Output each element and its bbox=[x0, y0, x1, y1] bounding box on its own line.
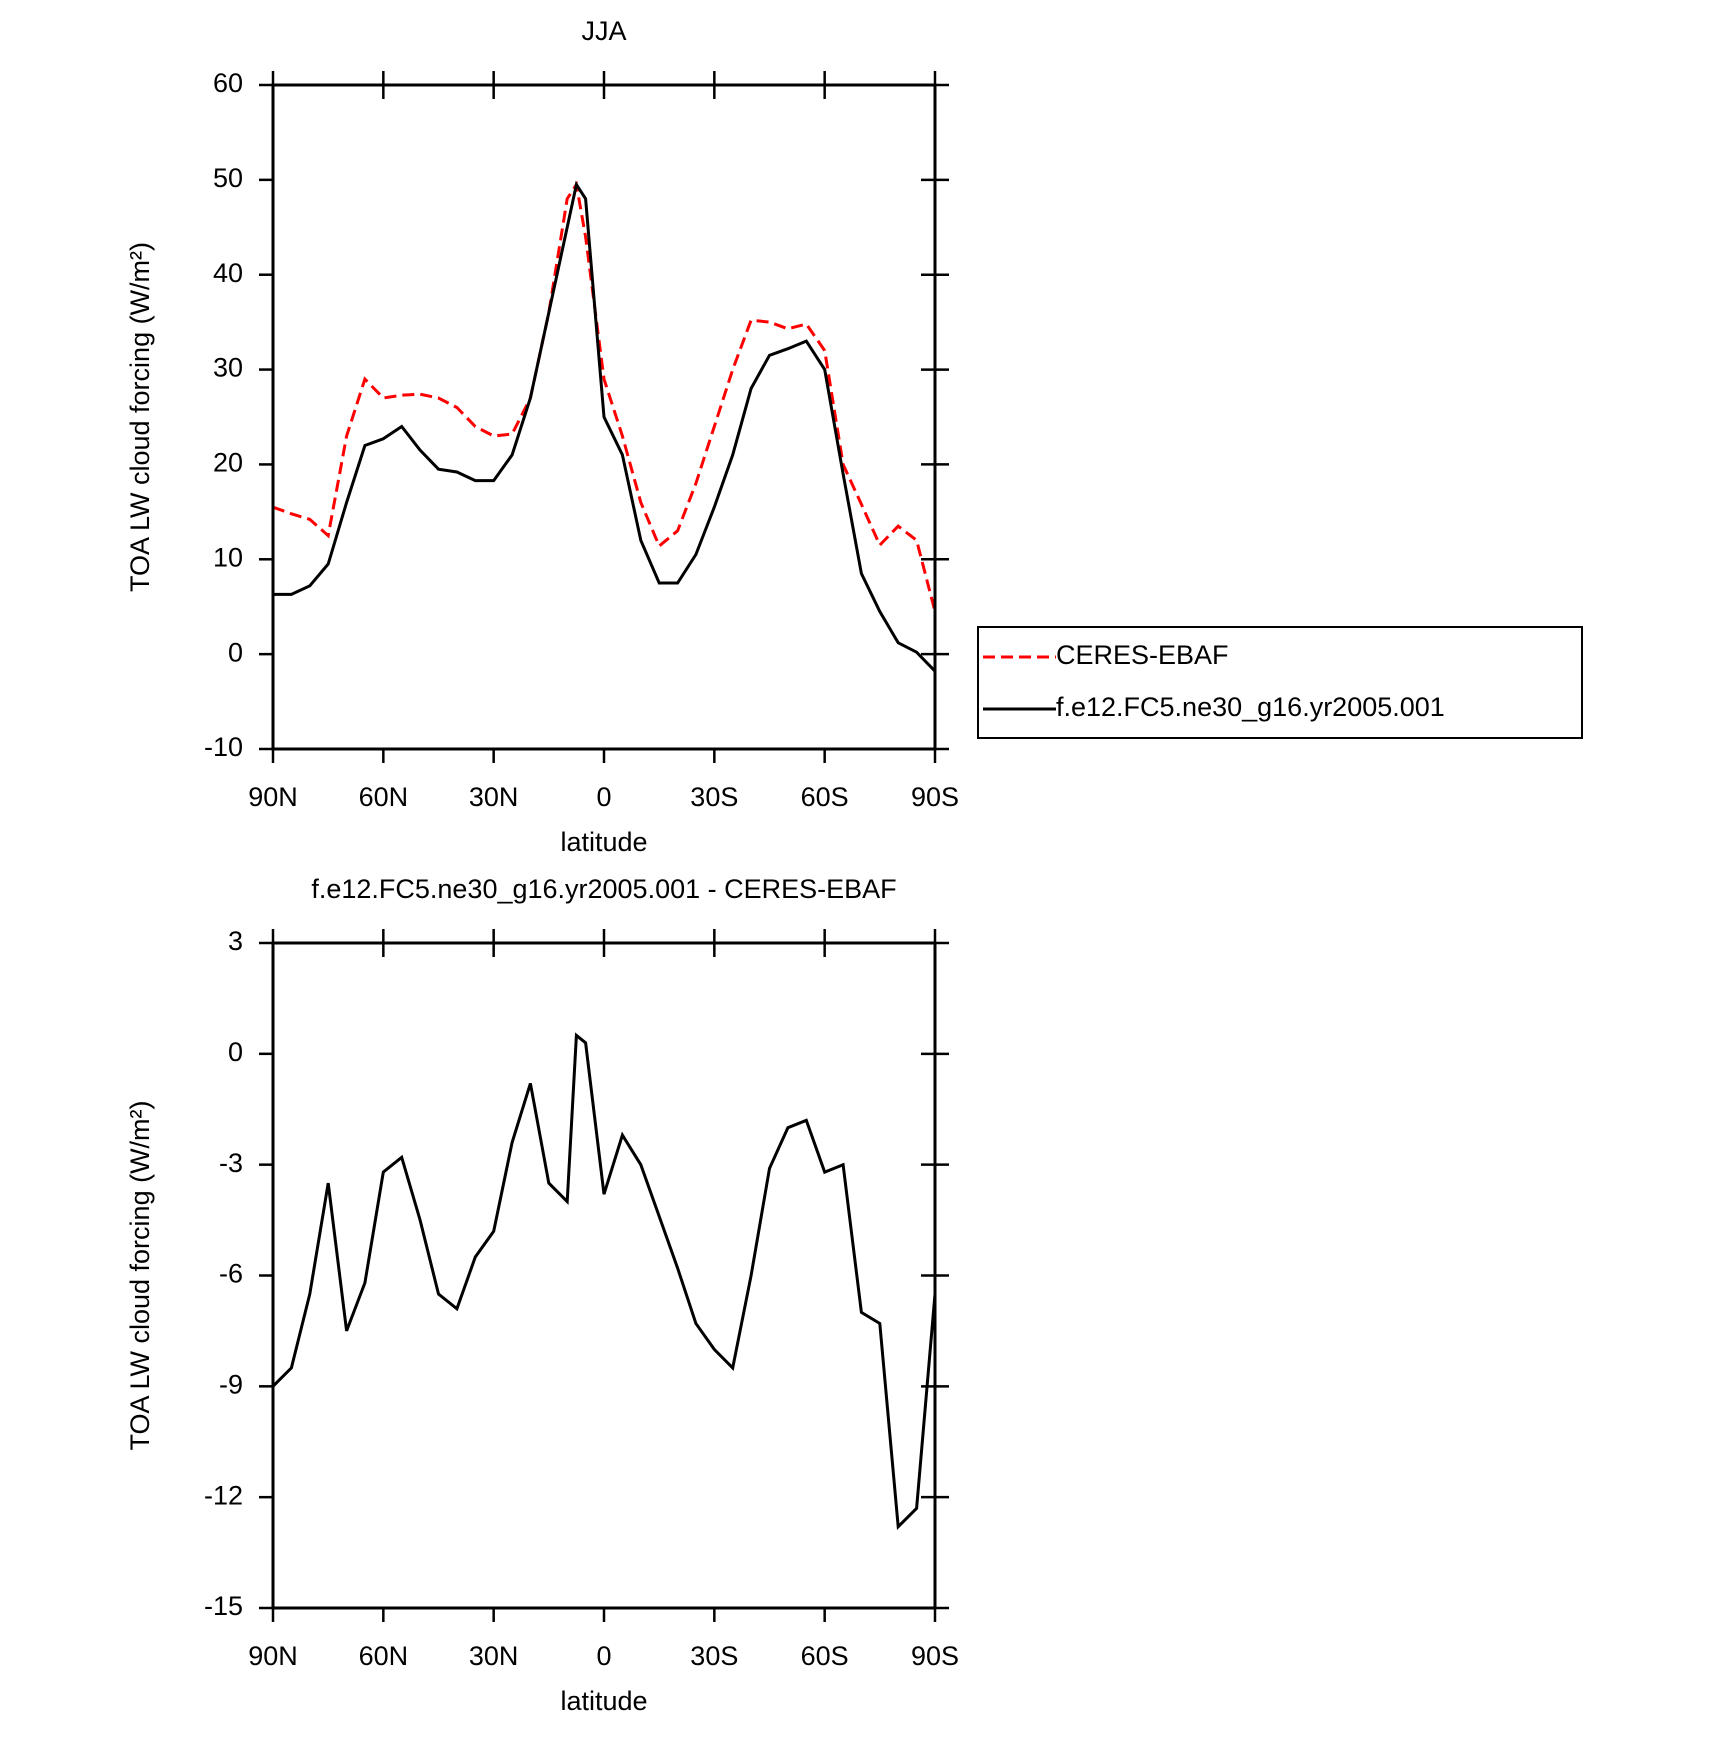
data-line bbox=[273, 180, 935, 673]
chart-title: JJA bbox=[581, 16, 626, 46]
y-axis-label: TOA LW cloud forcing (W/m²) bbox=[125, 242, 155, 592]
x-tick-label: 90S bbox=[911, 782, 959, 812]
data-line bbox=[273, 1032, 935, 1531]
x-axis-label: latitude bbox=[560, 1686, 647, 1716]
y-tick-label: -6 bbox=[219, 1259, 243, 1289]
x-tick-label: 60S bbox=[801, 1641, 849, 1671]
x-tick-label: 30N bbox=[469, 1641, 519, 1671]
x-tick-label: 30N bbox=[469, 782, 519, 812]
y-tick-label: -12 bbox=[204, 1480, 243, 1510]
x-tick-label: 30S bbox=[690, 1641, 738, 1671]
plot-frame bbox=[271, 83, 937, 751]
y-tick-label: -3 bbox=[219, 1148, 243, 1178]
x-tick-label: 90N bbox=[248, 1641, 298, 1671]
y-tick-label: -9 bbox=[219, 1369, 243, 1399]
y-tick-label: 3 bbox=[228, 926, 243, 956]
y-tick-label: 40 bbox=[213, 258, 243, 288]
y-tick-label: 0 bbox=[228, 637, 243, 667]
plot-frame bbox=[271, 941, 937, 1610]
x-axis-label: latitude bbox=[560, 827, 647, 857]
y-tick-label: 20 bbox=[213, 448, 243, 478]
y-tick-label: 0 bbox=[228, 1037, 243, 1067]
y-tick-label: 60 bbox=[213, 68, 243, 98]
y-tick-label: 10 bbox=[213, 542, 243, 572]
x-tick-label: 60N bbox=[359, 1641, 409, 1671]
x-tick-label: 30S bbox=[690, 782, 738, 812]
legend-label: CERES-EBAF bbox=[1056, 640, 1229, 670]
y-tick-label: 30 bbox=[213, 353, 243, 383]
x-tick-label: 60S bbox=[801, 782, 849, 812]
x-tick-label: 0 bbox=[596, 1641, 611, 1671]
legend-box bbox=[977, 626, 1583, 739]
x-tick-label: 60N bbox=[359, 782, 409, 812]
x-tick-label: 90S bbox=[911, 1641, 959, 1671]
x-tick-label: 90N bbox=[248, 782, 298, 812]
y-axis-label: TOA LW cloud forcing (W/m²) bbox=[125, 1100, 155, 1450]
y-tick-label: 50 bbox=[213, 163, 243, 193]
legend-label: f.e12.FC5.ne30_g16.yr2005.001 bbox=[1056, 692, 1445, 722]
chart-title: f.e12.FC5.ne30_g16.yr2005.001 - CERES-EB… bbox=[311, 874, 896, 904]
data-line bbox=[273, 180, 935, 612]
x-tick-label: 0 bbox=[596, 782, 611, 812]
y-tick-label: -10 bbox=[204, 732, 243, 762]
y-tick-label: -15 bbox=[204, 1591, 243, 1621]
